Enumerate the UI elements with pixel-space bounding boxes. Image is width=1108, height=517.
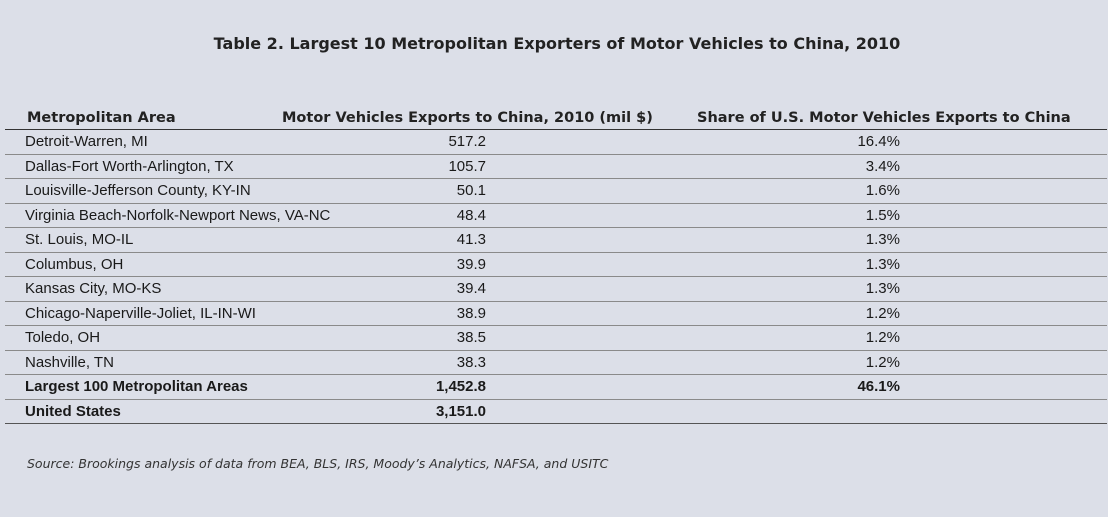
area-cell: Kansas City, MO-KS — [25, 280, 162, 297]
area-cell: Louisville-Jefferson County, KY-IN — [25, 182, 251, 199]
table-header-row: Metropolitan Area Motor Vehicles Exports… — [5, 106, 1107, 130]
share-cell: 1.2% — [865, 329, 900, 346]
table-row: St. Louis, MO-IL 41.3 1.3% — [5, 228, 1107, 253]
total-row-united-states: United States 3,151.0 — [5, 400, 1107, 424]
exports-cell: 39.9 — [456, 255, 486, 273]
share-cell: 1.5% — [865, 206, 900, 224]
share-cell: 16.4% — [857, 133, 900, 150]
exports-cell: 50.1 — [456, 182, 486, 199]
exports-cell: 38.3 — [456, 353, 486, 371]
table-title: Table 2. Largest 10 Metropolitan Exporte… — [213, 34, 901, 53]
share-cell: 1.3% — [865, 255, 900, 273]
exports-cell: 48.4 — [456, 206, 486, 224]
area-cell: Largest 100 Metropolitan Areas — [25, 378, 248, 395]
table-row: Nashville, TN 38.3 1.2% — [5, 351, 1107, 375]
exports-cell: 1,452.8 — [435, 378, 486, 395]
exports-cell: 38.5 — [456, 329, 486, 346]
exports-cell: 41.3 — [456, 231, 486, 248]
area-cell: Toledo, OH — [25, 329, 101, 346]
share-cell: 1.3% — [865, 231, 900, 248]
area-cell: Virginia Beach-Norfolk-Newport News, VA-… — [25, 206, 331, 224]
area-cell: Dallas-Fort Worth-Arlington, TX — [25, 157, 234, 175]
share-cell: 3.4% — [865, 157, 900, 175]
share-cell: 1.2% — [865, 304, 900, 322]
share-cell: 1.2% — [865, 353, 900, 371]
exports-cell: 105.7 — [448, 157, 486, 175]
share-cell: 1.6% — [865, 182, 900, 199]
area-cell: Nashville, TN — [25, 353, 114, 371]
share-cell: 46.1% — [857, 378, 900, 395]
table-row: Toledo, OH 38.5 1.2% — [5, 326, 1107, 351]
area-cell: Columbus, OH — [25, 255, 124, 273]
table-row: Chicago-Naperville-Joliet, IL-IN-WI 38.9… — [5, 302, 1107, 326]
table-row: Kansas City, MO-KS 39.4 1.3% — [5, 277, 1107, 302]
share-cell: 1.3% — [865, 280, 900, 297]
table-row: Detroit-Warren, MI 517.2 16.4% — [5, 130, 1107, 155]
exports-cell: 517.2 — [448, 133, 486, 150]
total-row-largest-100: Largest 100 Metropolitan Areas 1,452.8 4… — [5, 375, 1107, 400]
column-header-exports: Motor Vehicles Exports to China, 2010 (m… — [282, 110, 653, 126]
table-row: Columbus, OH 39.9 1.3% — [5, 253, 1107, 277]
area-cell: Detroit-Warren, MI — [25, 133, 148, 150]
table-row: Dallas-Fort Worth-Arlington, TX 105.7 3.… — [5, 155, 1107, 179]
column-header-area: Metropolitan Area — [27, 110, 176, 126]
source-note: Source: Brookings analysis of data from … — [27, 456, 609, 471]
exports-cell: 39.4 — [456, 280, 486, 297]
area-cell: St. Louis, MO-IL — [25, 231, 134, 248]
table-row: Virginia Beach-Norfolk-Newport News, VA-… — [5, 204, 1107, 228]
exports-cell: 3,151.0 — [435, 402, 486, 420]
data-table: Metropolitan Area Motor Vehicles Exports… — [5, 106, 1107, 424]
area-cell: United States — [25, 402, 121, 420]
column-header-share: Share of U.S. Motor Vehicles Exports to … — [697, 110, 1071, 126]
exports-cell: 38.9 — [456, 304, 486, 322]
area-cell: Chicago-Naperville-Joliet, IL-IN-WI — [25, 304, 256, 322]
table-row: Louisville-Jefferson County, KY-IN 50.1 … — [5, 179, 1107, 204]
